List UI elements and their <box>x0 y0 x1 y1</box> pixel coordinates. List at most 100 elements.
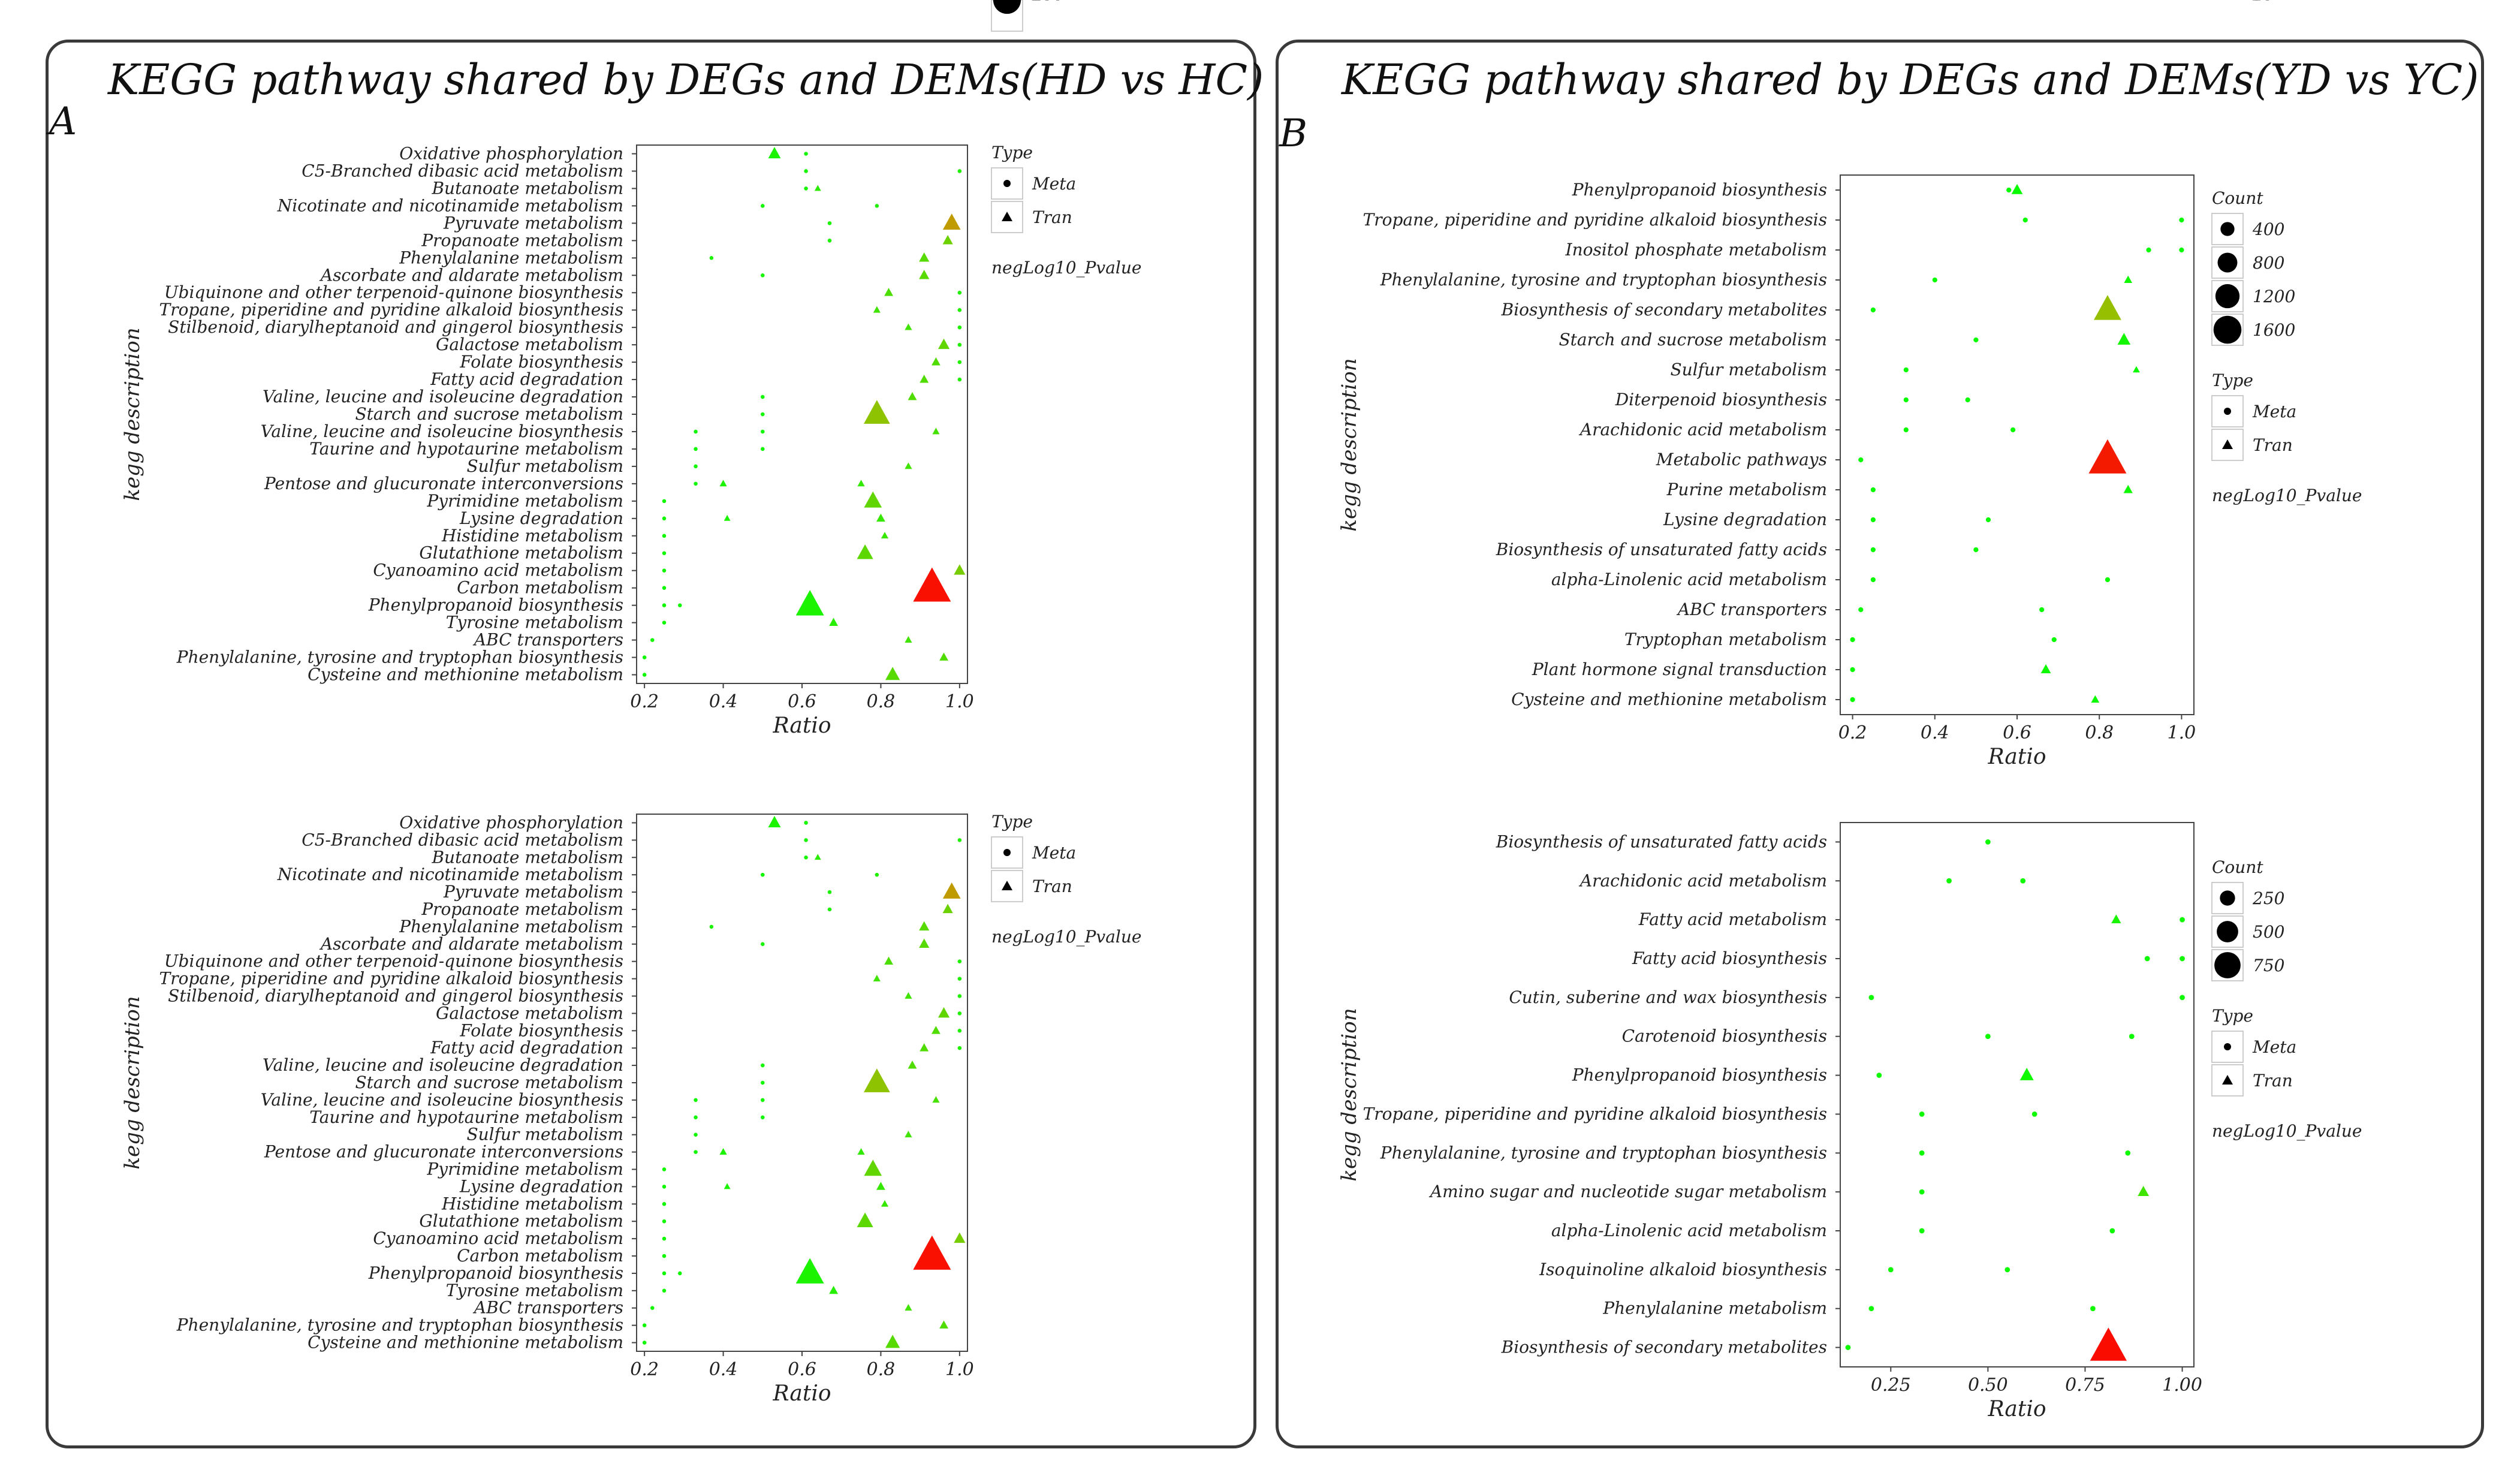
y-tick-label: Tropane, piperidine and pyridine alkaloi… <box>159 300 623 320</box>
y-tick-label: Sulfur metabolism <box>1670 360 1827 379</box>
data-point-circle <box>694 464 698 469</box>
data-point-circle <box>1876 1073 1882 1078</box>
y-tick-label: Cutin, suberine and wax biosynthesis <box>1509 987 1827 1007</box>
data-point-triangle <box>768 816 781 828</box>
data-point-circle <box>1985 1034 1991 1040</box>
y-tick-label: Fatty acid biosynthesis <box>1632 948 1827 968</box>
data-point-circle <box>2144 956 2150 962</box>
data-point-triangle <box>873 974 881 981</box>
data-point-circle <box>694 447 698 451</box>
data-point-circle <box>1870 517 1876 523</box>
data-point-circle <box>827 239 832 243</box>
data-point-triangle <box>795 1258 824 1284</box>
colorbar-tick-label: 0 <box>1032 0 1043 4</box>
data-point-circle <box>957 342 962 347</box>
legend-count-label: 400 <box>2252 219 2284 239</box>
y-tick-label: Amino sugar and nucleotide sugar metabol… <box>1428 1182 1827 1201</box>
y-tick-label: Histidine metabolism <box>441 526 623 546</box>
y-tick-label: Taurine and hypotaurine metabolism <box>309 439 623 459</box>
data-point-triangle <box>884 288 893 296</box>
data-point-circle <box>2105 577 2111 583</box>
data-point-triangle <box>2019 1068 2034 1080</box>
legend-count-circle <box>2213 315 2242 344</box>
y-tick-label: Cysteine and methionine metabolism <box>1511 689 1827 709</box>
legend-type-title: Type <box>991 143 1033 162</box>
data-point-circle <box>2010 427 2016 433</box>
data-point-circle <box>2129 1034 2135 1040</box>
legend-triangle-icon <box>1002 881 1012 890</box>
data-point-circle <box>1870 547 1876 553</box>
plot-frame <box>636 814 968 1352</box>
panel-b-title: KEGG pathway shared by DEGs and DEMs(YD … <box>1342 55 2479 104</box>
y-tick-label: Tryptophan metabolism <box>1624 629 1827 649</box>
data-point-triangle <box>881 532 889 539</box>
colorbar-tick-label: 4 <box>1032 0 1043 4</box>
data-point-triangle <box>938 338 950 350</box>
data-point-circle <box>957 959 962 963</box>
data-point-circle <box>761 1098 765 1102</box>
data-point-circle <box>2039 607 2045 613</box>
data-point-circle <box>650 638 655 642</box>
y-tick-label: C5-Branched dibasic acid metabolism <box>302 830 623 850</box>
data-point-triangle <box>876 1182 885 1190</box>
y-tick-label: alpha-Linolenic acid metabolism <box>1551 570 1827 589</box>
legend-count-label: 50 <box>1032 0 1054 4</box>
colorbar-tick-label: 25 <box>2252 0 2274 4</box>
data-point-circle <box>761 1080 765 1085</box>
data-point-triangle <box>829 1285 838 1294</box>
data-point-circle <box>694 1150 698 1154</box>
legend-type-label: Tran <box>2253 1071 2293 1091</box>
y-tick-label: Phenylalanine, tyrosine and tryptophan b… <box>176 1315 623 1335</box>
data-point-circle <box>804 186 808 191</box>
legend-type-label: Tran <box>2253 435 2293 455</box>
y-axis-label: kegg description <box>1337 358 1361 531</box>
legend-count-title: Count <box>2212 857 2263 877</box>
data-point-circle <box>662 1288 667 1293</box>
data-point-triangle <box>2123 484 2133 493</box>
legend-type-label: Tran <box>1032 207 1072 227</box>
data-point-triangle <box>768 147 781 159</box>
y-tick-label: Biosynthesis of secondary metabolites <box>1501 1338 1827 1357</box>
data-point-circle <box>761 204 765 208</box>
data-point-circle <box>662 1271 667 1276</box>
y-tick-label: Pyruvate metabolism <box>443 882 623 902</box>
data-point-circle <box>662 516 667 521</box>
data-point-triangle <box>2040 664 2051 674</box>
y-tick-label: ABC transporters <box>1676 600 1827 619</box>
y-tick-label: Phenylpropanoid biosynthesis <box>1572 180 1827 200</box>
data-point-triangle <box>919 252 930 262</box>
x-tick-label: 0.4 <box>709 1359 738 1380</box>
legend-key-box <box>991 870 1023 902</box>
y-tick-label: Stilbenoid, diarylheptanoid and gingerol… <box>168 986 623 1005</box>
data-point-circle <box>1973 337 1979 343</box>
y-axis-label: kegg description <box>120 327 144 501</box>
data-point-circle <box>827 221 832 225</box>
x-axis-label: Ratio <box>772 1381 831 1406</box>
data-point-circle <box>1870 577 1876 583</box>
data-point-circle <box>662 1236 667 1241</box>
data-point-triangle <box>932 357 941 366</box>
data-point-circle <box>1870 307 1876 313</box>
data-point-circle <box>2090 1306 2096 1312</box>
y-tick-label: Fatty acid degradation <box>430 369 623 389</box>
y-tick-label: Pentose and glucuronate interconversions <box>264 474 623 493</box>
y-tick-label: Valine, leucine and isoleucine degradati… <box>263 1055 623 1075</box>
legend-count-label: 250 <box>1032 0 1064 4</box>
y-tick-label: Propanoate metabolism <box>421 899 623 919</box>
data-point-triangle <box>719 1148 727 1155</box>
data-point-triangle <box>905 992 912 999</box>
colorbar-tick-label: 15 <box>2253 0 2274 4</box>
y-tick-label: Pentose and glucuronate interconversions <box>264 1142 623 1162</box>
legend-type-label: Meta <box>1032 843 1076 863</box>
legend-count-circle <box>2217 252 2238 273</box>
y-tick-label: Fatty acid degradation <box>430 1038 623 1058</box>
y-tick-label: Galactose metabolism <box>436 1003 623 1023</box>
legend-circle-icon <box>2224 408 2231 415</box>
data-point-triangle <box>913 1235 951 1270</box>
legend-color-title: negLog10_Pvalue <box>991 258 1141 278</box>
y-tick-label: Biosynthesis of unsaturated fatty acids <box>1496 540 1827 559</box>
y-tick-label: Carbon metabolism <box>457 578 623 598</box>
data-point-circle <box>957 1029 962 1033</box>
